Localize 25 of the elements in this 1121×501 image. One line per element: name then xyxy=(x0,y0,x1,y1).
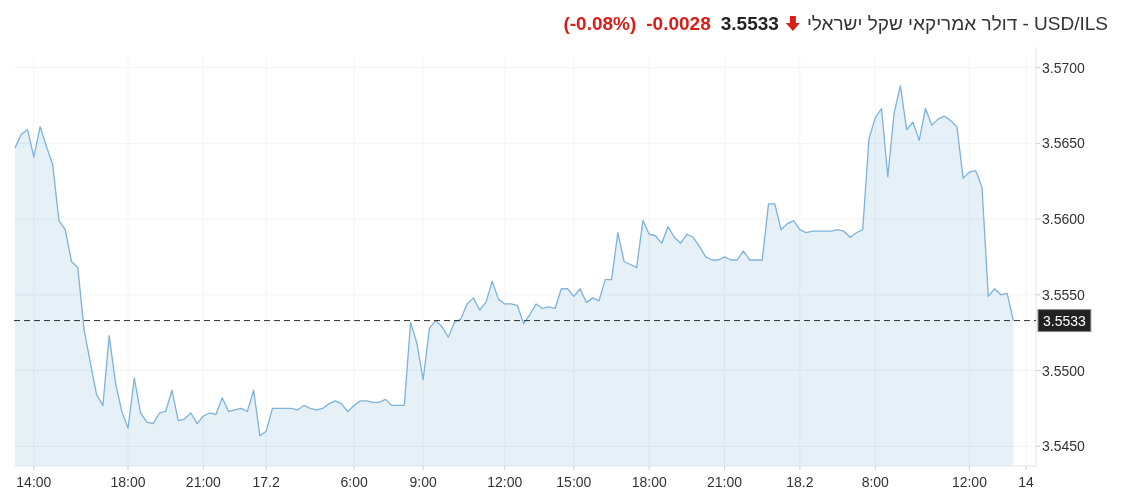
text: (-0.08%) xyxy=(563,13,637,34)
x-tick-label: 18.2 xyxy=(786,474,814,490)
y-tick-label: 3.5500 xyxy=(1042,362,1086,379)
text: -0.0028 xyxy=(646,13,711,34)
x-tick-label: 21:00 xyxy=(707,474,743,490)
y-tick-label: 3.5450 xyxy=(1042,438,1086,455)
x-tick-label: 12:00 xyxy=(951,474,988,490)
x-tick-label: 18:00 xyxy=(631,474,667,490)
x-tick-label: 18:00 xyxy=(110,474,146,490)
ref-line-label: 3.5533 xyxy=(1043,312,1087,329)
x-tick-label: 8:00 xyxy=(861,474,890,490)
x-tick-label: 17.2 xyxy=(252,474,281,490)
y-tick-label: 3.5550 xyxy=(1042,286,1086,303)
text: 3.5533 xyxy=(720,13,779,34)
y-tick-label: 3.5650 xyxy=(1042,135,1086,152)
x-tick-label: 6:00 xyxy=(340,474,368,490)
y-tick-label: 3.5600 xyxy=(1042,211,1086,228)
x-tick-label: 14:00 xyxy=(16,474,52,490)
x-tick-label: 15:00 xyxy=(556,474,592,490)
x-tick-label: 14 xyxy=(1018,474,1034,490)
x-tick-label: 9:00 xyxy=(409,474,437,490)
y-tick-label: 3.5700 xyxy=(1042,59,1086,76)
x-tick-label: 21:00 xyxy=(185,474,222,490)
chart-title: USD/ILS - דולר אמריקאי שקל ישראלי xyxy=(806,13,1108,34)
x-tick-label: 12:00 xyxy=(487,474,523,490)
